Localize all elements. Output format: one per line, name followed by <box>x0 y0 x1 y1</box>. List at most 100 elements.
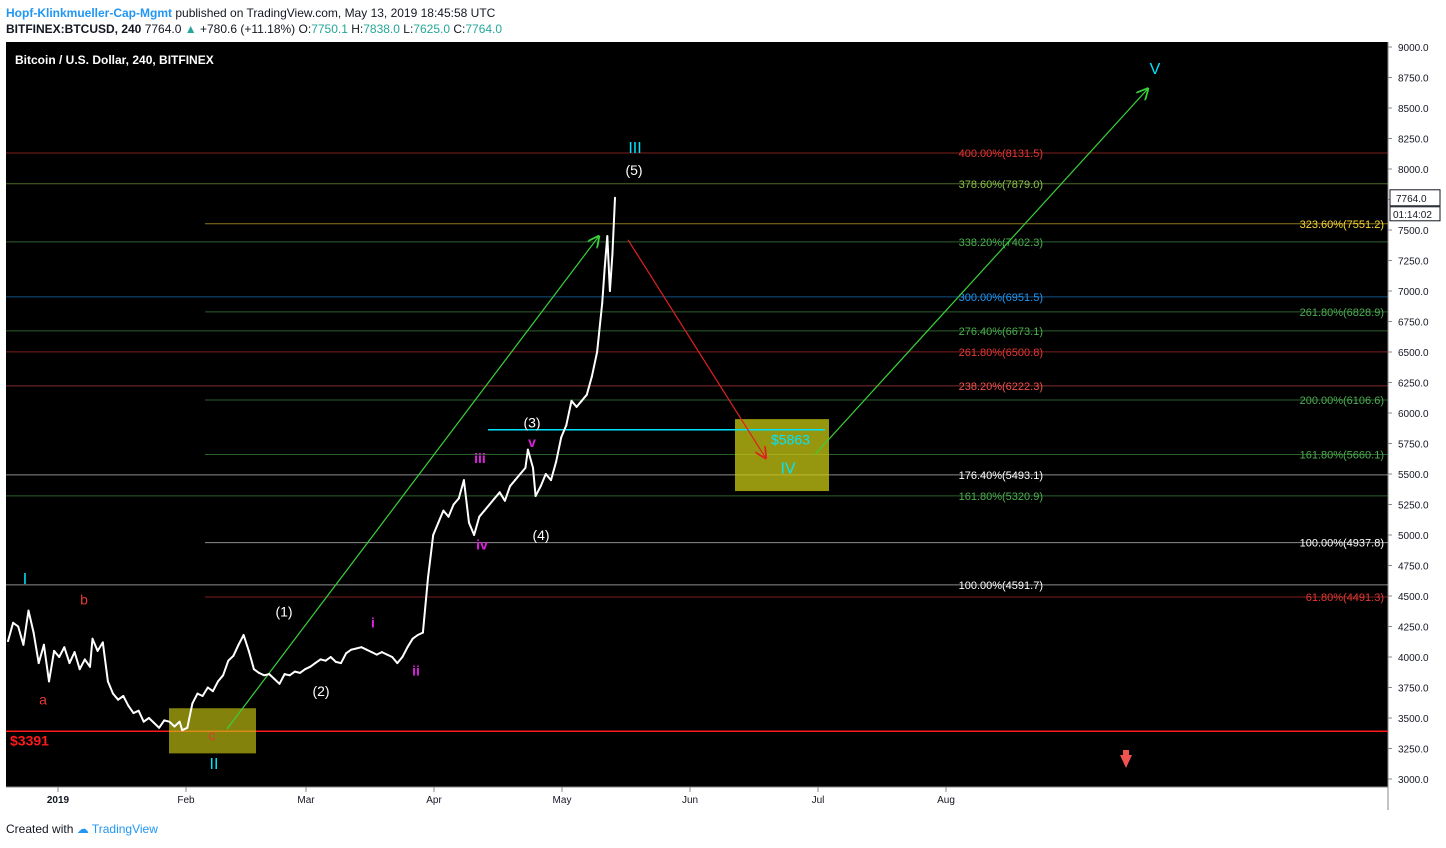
price-point <box>570 399 573 402</box>
fib-level-label: 300.00%(6951.5) <box>959 292 1043 304</box>
price-point <box>242 634 245 636</box>
y-tick-label: 7000.0 <box>1398 287 1429 298</box>
price-point <box>96 649 99 652</box>
price-point <box>396 662 399 665</box>
price-point <box>191 702 194 705</box>
price-point <box>478 515 481 518</box>
price-point <box>127 704 130 707</box>
price-point <box>268 673 271 676</box>
price-point <box>132 712 135 715</box>
symbol-label: BITFINEX:BTCUSD, 240 <box>6 22 142 36</box>
wave-label: i <box>371 615 375 631</box>
price-point <box>186 726 189 729</box>
price-point <box>401 656 404 658</box>
price-point <box>309 665 312 668</box>
price-point <box>324 659 327 662</box>
wave-label: c <box>209 727 216 743</box>
price-point <box>340 662 342 665</box>
author-link[interactable]: Hopf-Klinkmueller-Cap-Mgmt <box>6 6 172 20</box>
price-tag-label: 7764.0 <box>1396 194 1427 205</box>
down-arrow-icon[interactable] <box>1120 750 1132 768</box>
price-point <box>468 521 470 524</box>
publish-info: published on TradingView.com, May 13, 20… <box>175 6 496 20</box>
price-point <box>273 678 276 680</box>
wave-label: ii <box>412 662 420 678</box>
wave-label: (1) <box>275 604 292 620</box>
high-value: 7838.0 <box>363 22 400 36</box>
price-point <box>509 485 511 488</box>
price-point <box>153 721 155 724</box>
price-point <box>201 695 204 697</box>
price-point <box>304 668 307 671</box>
target-price-label: $5863 <box>771 432 810 448</box>
y-tick-label: 8750.0 <box>1398 74 1429 85</box>
price-point <box>283 673 286 676</box>
projection-arrow-line <box>814 90 1147 455</box>
price-point <box>158 726 161 729</box>
wave-label: a <box>39 692 47 708</box>
y-tick-label: 7250.0 <box>1398 257 1429 268</box>
wave-label: III <box>628 140 641 157</box>
ohlc-line: BITFINEX:BTCUSD, 240 7764.0 ▲ +780.6 (+1… <box>6 21 502 37</box>
price-point <box>575 405 578 408</box>
price-point <box>585 393 588 396</box>
price-point <box>345 652 348 655</box>
price-point <box>406 646 409 649</box>
price-point <box>17 625 20 628</box>
x-tick-label: 2019 <box>47 795 70 806</box>
price-point <box>252 668 255 671</box>
x-tick-label: Aug <box>937 795 955 806</box>
price-point <box>606 235 609 238</box>
chart-canvas <box>6 42 1388 787</box>
price-point <box>117 698 120 701</box>
y-tick-label: 3500.0 <box>1398 714 1429 725</box>
tradingview-link[interactable]: TradingView <box>91 822 158 836</box>
price-point <box>196 692 199 695</box>
price-point <box>442 509 445 512</box>
price-point <box>78 668 81 671</box>
y-tick-label: 8000.0 <box>1398 165 1429 176</box>
price-point <box>319 658 322 661</box>
price-point <box>457 497 460 500</box>
price-point <box>488 503 491 506</box>
price-point <box>532 466 534 469</box>
price-point <box>437 521 440 524</box>
price-point <box>534 495 537 497</box>
price-point <box>560 436 563 439</box>
btc-price-line[interactable] <box>7 197 616 732</box>
price-point <box>380 651 383 654</box>
y-tick-label: 6750.0 <box>1398 318 1429 329</box>
price-point <box>147 717 150 719</box>
price-point <box>232 654 235 657</box>
price-point <box>206 686 209 689</box>
wave-label: I <box>23 571 27 588</box>
publish-line: Hopf-Klinkmueller-Cap-Mgmt published on … <box>6 5 502 21</box>
price-point <box>122 695 125 697</box>
y-tick-label: 8250.0 <box>1398 135 1429 146</box>
price-point <box>27 609 30 612</box>
price-point <box>462 479 465 482</box>
price-point <box>565 424 568 427</box>
price-point <box>611 253 614 256</box>
price-point <box>503 499 506 502</box>
footer: Created with ☁ TradingView <box>6 822 158 836</box>
fib-level-label: 400.00%(8131.5) <box>959 148 1043 160</box>
impulse-arrow-line <box>226 237 598 730</box>
support-label: $3391 <box>10 732 49 748</box>
up-arrow-icon: ▲ <box>184 22 197 36</box>
price-point <box>608 290 611 292</box>
last-price: 7764.0 <box>144 22 182 36</box>
y-tick-label: 5750.0 <box>1398 440 1429 451</box>
price-point <box>601 302 604 305</box>
y-tick-label: 8500.0 <box>1398 104 1429 115</box>
y-tick-label: 5250.0 <box>1398 501 1429 512</box>
y-tick-label: 7500.0 <box>1398 226 1429 237</box>
price-point <box>68 662 71 665</box>
x-tick-label: Mar <box>297 795 315 806</box>
wave-label: iv <box>476 537 488 553</box>
x-tick-label: Feb <box>177 795 195 806</box>
y-tick-label: 6500.0 <box>1398 348 1429 359</box>
fib-level-label: 338.20%(7402.3) <box>959 237 1043 249</box>
y-tick-label: 4500.0 <box>1398 592 1429 603</box>
